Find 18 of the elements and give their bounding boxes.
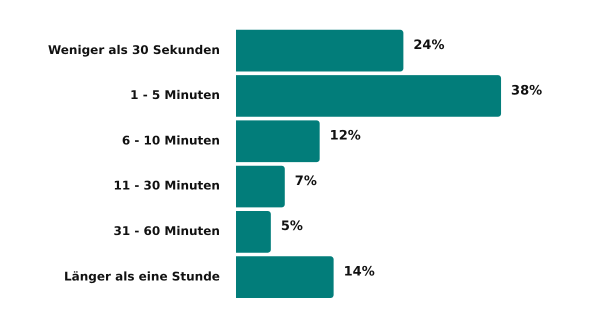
y-tick-label: Länger als eine Stunde [64,269,220,284]
data-label: 12% [330,128,361,144]
bar [236,166,285,208]
data-label: 24% [413,38,445,54]
y-tick-label: 31 - 60 Minuten [113,224,220,238]
data-label: 5% [280,219,303,234]
bar [236,75,502,117]
bar [236,211,271,253]
data-label: 14% [344,264,375,280]
bar [236,30,404,72]
y-tick-label: Weniger als 30 Sekunden [48,42,220,57]
y-tick-label: 1 - 5 Minuten [130,88,220,102]
bar [236,120,320,162]
y-tick-label: 11 - 30 Minuten [113,178,220,193]
data-label: 38% [511,83,542,98]
bar [236,256,334,298]
y-tick-label: 6 - 10 Minuten [122,133,220,148]
data-label: 7% [294,174,317,189]
